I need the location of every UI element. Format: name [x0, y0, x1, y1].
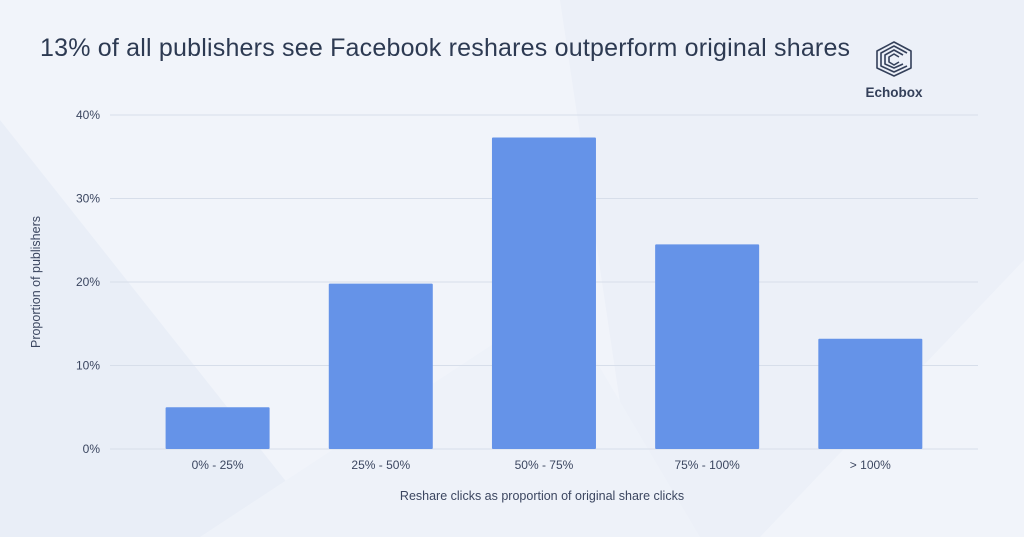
- chart-title: 13% of all publishers see Facebook resha…: [40, 34, 851, 62]
- bar: [165, 407, 270, 449]
- x-tick-label: > 100%: [850, 458, 891, 472]
- y-tick-label: 20%: [76, 275, 100, 289]
- brand-logo: Echobox: [858, 40, 930, 100]
- x-tick-label: 75% - 100%: [674, 458, 740, 472]
- x-axis-ticks: 0% - 25% 25% - 50% 50% - 75% 75% - 100% > 10…: [192, 458, 892, 472]
- bar: [818, 338, 923, 449]
- y-tick-label: 0%: [83, 442, 101, 456]
- y-axis-ticks: 0% 10% 20% 30% 40%: [76, 108, 100, 456]
- x-tick-label: 0% - 25%: [192, 458, 244, 472]
- brand-name: Echobox: [865, 85, 923, 100]
- bar: [328, 283, 433, 449]
- bars: [165, 137, 923, 450]
- x-tick-label: 25% - 50%: [351, 458, 410, 472]
- x-tick-label: 50% - 75%: [515, 458, 574, 472]
- y-tick-label: 10%: [76, 359, 100, 373]
- y-tick-label: 40%: [76, 108, 100, 122]
- bar: [491, 137, 596, 450]
- bar: [655, 244, 760, 449]
- x-axis-title: Reshare clicks as proportion of original…: [400, 489, 684, 503]
- y-axis-title: Proportion of publishers: [29, 216, 43, 348]
- echobox-cube-icon: [876, 41, 912, 77]
- y-tick-label: 30%: [76, 192, 100, 206]
